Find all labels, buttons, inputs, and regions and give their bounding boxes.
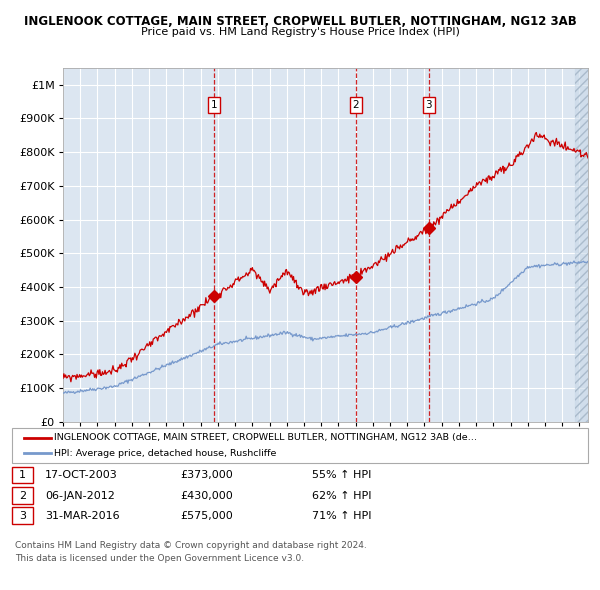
Text: INGLENOOK COTTAGE, MAIN STREET, CROPWELL BUTLER, NOTTINGHAM, NG12 3AB (de…: INGLENOOK COTTAGE, MAIN STREET, CROPWELL… bbox=[54, 433, 477, 442]
Text: 71% ↑ HPI: 71% ↑ HPI bbox=[312, 511, 371, 520]
Text: Price paid vs. HM Land Registry's House Price Index (HPI): Price paid vs. HM Land Registry's House … bbox=[140, 27, 460, 37]
Text: 2: 2 bbox=[19, 491, 26, 500]
Text: 31-MAR-2016: 31-MAR-2016 bbox=[45, 511, 119, 520]
Text: £575,000: £575,000 bbox=[180, 511, 233, 520]
Text: 1: 1 bbox=[19, 470, 26, 480]
Text: 2: 2 bbox=[353, 100, 359, 110]
Text: 3: 3 bbox=[19, 511, 26, 520]
Text: 06-JAN-2012: 06-JAN-2012 bbox=[45, 491, 115, 500]
Text: 62% ↑ HPI: 62% ↑ HPI bbox=[312, 491, 371, 500]
Text: 55% ↑ HPI: 55% ↑ HPI bbox=[312, 470, 371, 480]
Text: INGLENOOK COTTAGE, MAIN STREET, CROPWELL BUTLER, NOTTINGHAM, NG12 3AB: INGLENOOK COTTAGE, MAIN STREET, CROPWELL… bbox=[23, 15, 577, 28]
Text: 17-OCT-2003: 17-OCT-2003 bbox=[45, 470, 118, 480]
Text: £430,000: £430,000 bbox=[180, 491, 233, 500]
Text: 1: 1 bbox=[211, 100, 218, 110]
Bar bbox=[575, 68, 590, 422]
Text: Contains HM Land Registry data © Crown copyright and database right 2024.: Contains HM Land Registry data © Crown c… bbox=[15, 541, 367, 550]
Text: HPI: Average price, detached house, Rushcliffe: HPI: Average price, detached house, Rush… bbox=[54, 449, 277, 458]
Text: This data is licensed under the Open Government Licence v3.0.: This data is licensed under the Open Gov… bbox=[15, 554, 304, 563]
Text: £373,000: £373,000 bbox=[180, 470, 233, 480]
Bar bbox=[575, 68, 596, 422]
Text: 3: 3 bbox=[425, 100, 432, 110]
